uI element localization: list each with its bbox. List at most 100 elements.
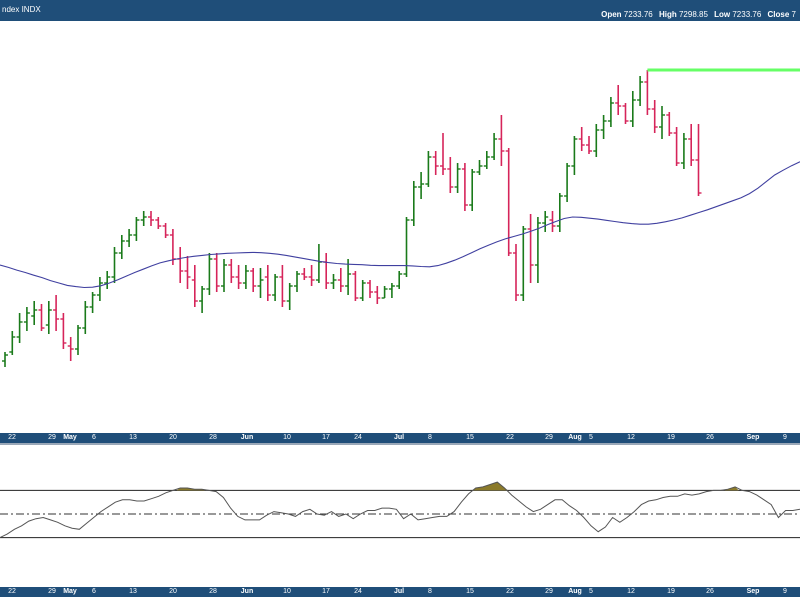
ohlc-bar bbox=[607, 97, 614, 127]
ohlc-bar bbox=[118, 235, 125, 259]
ohlc-bar bbox=[301, 268, 308, 280]
ohlc-bar bbox=[140, 211, 147, 226]
ohlc-bar bbox=[111, 247, 118, 283]
ohlc-bar bbox=[359, 280, 366, 301]
date-tick-label: 5 bbox=[589, 434, 593, 441]
ohlc-bar bbox=[396, 271, 403, 289]
ohlc-bar bbox=[221, 259, 227, 292]
ohlc-bar bbox=[228, 259, 235, 283]
ohlc-bar bbox=[2, 352, 8, 367]
ohlc-bar bbox=[104, 271, 111, 289]
ohlc-bar bbox=[206, 253, 213, 295]
ohlc-bar bbox=[257, 268, 264, 298]
indicator-chart[interactable] bbox=[0, 445, 800, 587]
date-tick-label: 19 bbox=[667, 434, 675, 441]
ohlc-bar bbox=[659, 106, 665, 139]
close-label: Close bbox=[767, 10, 790, 19]
ohlc-bar bbox=[695, 124, 702, 196]
ohlc-bar bbox=[126, 229, 133, 247]
date-tick-label: Jun bbox=[240, 588, 254, 595]
ohlc-bar bbox=[148, 211, 154, 226]
date-tick-label: 10 bbox=[283, 588, 291, 595]
date-tick-label: 28 bbox=[209, 588, 217, 595]
ohlc-bar bbox=[23, 307, 30, 331]
ohlc-bar bbox=[9, 331, 16, 355]
date-tick-label: 22 bbox=[8, 588, 16, 595]
high-label: High bbox=[658, 10, 677, 19]
ohlc-bar bbox=[505, 148, 512, 256]
ohlc-bar bbox=[615, 85, 622, 115]
ohlc-bar bbox=[586, 136, 592, 154]
ohlc-bar bbox=[323, 253, 330, 289]
ohlc-bar bbox=[666, 112, 673, 136]
ohlc-bar bbox=[345, 259, 352, 295]
ohlc-bar bbox=[498, 115, 505, 166]
ohlc-bar bbox=[374, 286, 381, 304]
date-axis-top: 22 29 May 6 13 20 28 Jun 10 17 24 Jul 8 15 22 29 Aug 5 12 1… bbox=[0, 433, 800, 443]
ohlc-bar bbox=[556, 193, 563, 232]
ohlc-bar bbox=[352, 271, 359, 301]
ohlc-bar bbox=[242, 265, 249, 289]
date-tick-label: 26 bbox=[706, 434, 714, 441]
date-tick-label: 15 bbox=[466, 434, 474, 441]
ohlc-bar bbox=[491, 133, 498, 160]
open-label: Open bbox=[601, 10, 622, 19]
ohlc-bar bbox=[330, 274, 337, 289]
ohlc-bar bbox=[461, 163, 468, 211]
close-value: 7 bbox=[791, 10, 796, 19]
ohlc-bar bbox=[637, 76, 644, 106]
date-tick-label: 5 bbox=[589, 588, 593, 595]
date-tick-label: 6 bbox=[92, 588, 96, 595]
ohlc-bar bbox=[381, 286, 388, 299]
ohlc-bar bbox=[279, 265, 286, 307]
ohlc-bar bbox=[45, 301, 52, 334]
date-tick-label: 22 bbox=[506, 434, 514, 441]
date-tick-label: Aug bbox=[568, 434, 582, 441]
ohlc-bar bbox=[440, 133, 446, 175]
date-tick-label: 6 bbox=[92, 434, 96, 441]
ohlc-bar bbox=[31, 301, 38, 325]
date-tick-label: Sep bbox=[746, 588, 760, 595]
ohlc-bar bbox=[447, 157, 454, 193]
ohlc-bar bbox=[542, 211, 549, 232]
ohlc-bar bbox=[469, 169, 476, 211]
ohlc-bar bbox=[133, 217, 140, 241]
ohlc-bar bbox=[199, 286, 206, 313]
low-value: 7233.76 bbox=[732, 10, 762, 19]
date-tick-label: 13 bbox=[129, 434, 137, 441]
ohlc-bar bbox=[454, 163, 461, 193]
ohlc-bar bbox=[418, 172, 425, 199]
ohlc-bar bbox=[315, 244, 322, 283]
date-tick-label: 20 bbox=[169, 588, 177, 595]
date-tick-label: May bbox=[63, 434, 77, 441]
price-chart[interactable] bbox=[0, 21, 800, 433]
ohlc-bar bbox=[177, 247, 184, 283]
ohlc-bar bbox=[337, 268, 344, 292]
ohlc-bar bbox=[67, 337, 74, 361]
high-value: 7298.85 bbox=[678, 10, 708, 19]
ohlc-bar bbox=[600, 115, 607, 139]
ohlc-bar bbox=[286, 283, 293, 310]
ohlc-bar bbox=[308, 265, 315, 286]
date-tick-label: 29 bbox=[545, 588, 553, 595]
ohlc-bar bbox=[534, 217, 541, 283]
date-tick-label: 26 bbox=[706, 588, 714, 595]
date-tick-label: May bbox=[63, 588, 77, 595]
ohlc-bar bbox=[272, 274, 279, 301]
date-tick-label: 22 bbox=[506, 588, 514, 595]
ohlc-bar bbox=[184, 256, 191, 289]
ohlc-bar bbox=[476, 160, 483, 175]
ohlc-bar bbox=[680, 133, 687, 169]
ohlc-bar bbox=[403, 217, 410, 277]
open-value: 7233.76 bbox=[623, 10, 653, 19]
ohlc-bar bbox=[622, 103, 629, 124]
ohlc-bar bbox=[16, 313, 23, 343]
ohlc-bar bbox=[294, 271, 300, 292]
ohlc-bar bbox=[367, 280, 373, 298]
chart-header: ndex INDX Open 7233.76 High 7298.85 Low … bbox=[0, 0, 800, 21]
ohlc-bar bbox=[38, 304, 45, 331]
date-tick-label: 10 bbox=[283, 434, 291, 441]
ohlc-bar bbox=[651, 100, 658, 133]
ohlc-bar bbox=[629, 91, 636, 127]
date-tick-label: 15 bbox=[466, 588, 474, 595]
